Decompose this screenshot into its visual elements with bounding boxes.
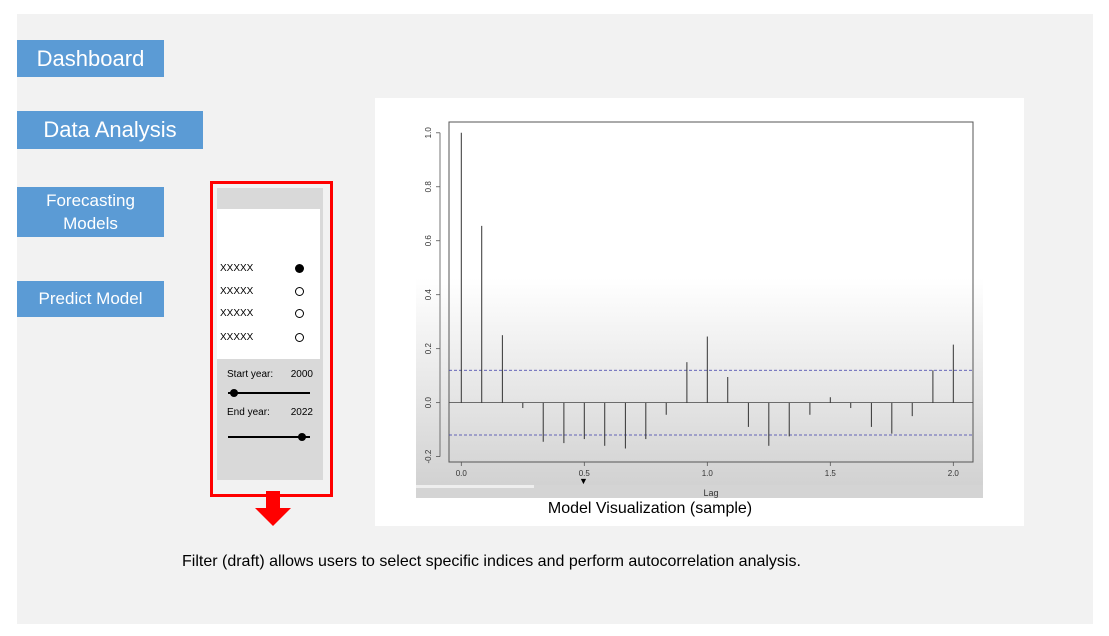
y-tick-label: 0.4 [424, 289, 433, 301]
mouse-pointer-icon: ▼ [579, 476, 588, 486]
end-year-row: End year: 2022 [227, 407, 313, 418]
filter-option[interactable]: XXXXX [220, 260, 304, 276]
data-analysis-button[interactable]: Data Analysis [17, 111, 203, 149]
slider-handle[interactable] [230, 389, 238, 397]
start-year-slider[interactable] [228, 389, 310, 397]
filter-option-label: XXXXX [220, 262, 254, 274]
end-year-slider[interactable] [228, 433, 310, 441]
radio-unselected-icon[interactable] [295, 286, 304, 296]
predict-model-button[interactable]: Predict Model [17, 281, 164, 317]
y-tick-label: 1.0 [424, 127, 433, 139]
radio-unselected-icon[interactable] [295, 308, 304, 318]
x-axis-label: Lag [703, 488, 718, 498]
x-axis: 0.0 0.5 1.0 1.5 2.0 [456, 461, 960, 478]
filter-option[interactable]: XXXXX [220, 329, 304, 345]
x-tick-label: 1.0 [702, 469, 714, 478]
slider-handle[interactable] [298, 433, 306, 441]
confidence-bounds [449, 369, 973, 436]
y-tick-label: -0.2 [424, 449, 433, 463]
y-axis: -0.2 0.0 0.2 0.4 0.6 0.8 1.0 [424, 127, 441, 464]
plot-caption: Model Visualization (sample) [547, 500, 753, 517]
filter-option[interactable]: XXXXX [220, 283, 304, 299]
filter-option[interactable]: XXXXX [220, 305, 304, 321]
start-year-label: Start year: [227, 369, 274, 380]
filter-option-label: XXXXX [220, 331, 254, 343]
filter-option-label: XXXXX [220, 285, 254, 297]
x-tick-label: 1.5 [825, 469, 837, 478]
footnote-text: Filter (draft) allows users to select sp… [182, 553, 801, 570]
forecasting-models-button[interactable]: Forecasting Models [17, 187, 164, 237]
x-tick-label: 2.0 [948, 469, 960, 478]
radio-selected-icon[interactable] [295, 263, 304, 273]
dashboard-button[interactable]: Dashboard [17, 40, 164, 77]
y-tick-label: 0.6 [424, 235, 433, 247]
acf-bars [460, 132, 954, 449]
down-arrow-icon [255, 491, 291, 526]
acf-chart: -0.2 0.0 0.2 0.4 0.6 0.8 1.0 0.0 0.5 1.0 1.5 2.0 L… [416, 98, 983, 498]
end-year-value: 2022 [290, 407, 313, 418]
x-tick-label: 0.0 [456, 469, 468, 478]
end-year-label: End year: [227, 407, 270, 418]
scrollbar-track[interactable] [416, 485, 983, 498]
y-tick-label: 0.0 [424, 397, 433, 409]
y-tick-label: 0.2 [424, 343, 433, 355]
start-year-value: 2000 [290, 369, 313, 380]
filter-option-label: XXXXX [220, 307, 254, 319]
x-tick-label: 0.5 [579, 469, 591, 478]
scrollbar-thumb[interactable] [416, 485, 534, 488]
radio-unselected-icon[interactable] [295, 332, 304, 342]
start-year-row: Start year: 2000 [227, 369, 313, 380]
plot-background [416, 98, 983, 498]
y-tick-label: 0.8 [424, 181, 433, 193]
